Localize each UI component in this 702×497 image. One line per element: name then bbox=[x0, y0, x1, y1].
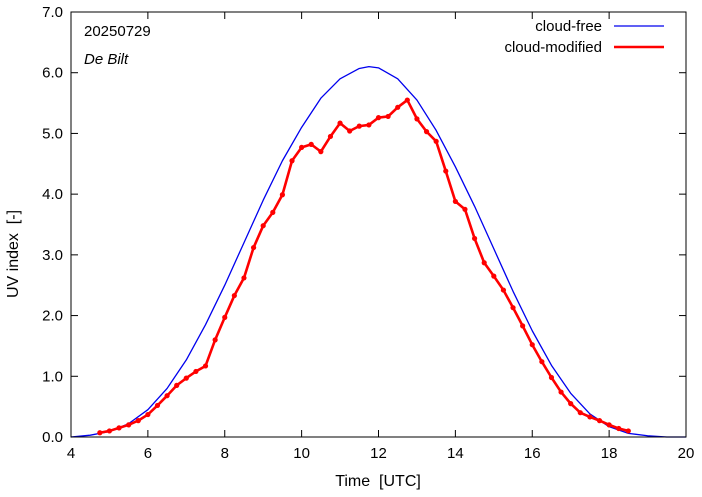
data-point-cloud-modified bbox=[366, 122, 372, 128]
data-point-cloud-modified bbox=[423, 129, 430, 135]
data-point-cloud-modified bbox=[404, 97, 410, 103]
data-point-cloud-modified bbox=[606, 422, 612, 428]
legend: cloud-free cloud-modified bbox=[504, 18, 664, 56]
annotation-date: 20250729 bbox=[84, 23, 151, 40]
data-point-cloud-modified bbox=[260, 223, 266, 229]
data-point-cloud-modified bbox=[548, 374, 555, 381]
data-point-cloud-modified bbox=[174, 382, 180, 388]
data-point-cloud-modified bbox=[193, 368, 199, 375]
x-tick-label: 16 bbox=[524, 445, 541, 462]
data-point-cloud-modified bbox=[395, 104, 401, 110]
data-point-cloud-modified bbox=[529, 342, 535, 348]
data-point-cloud-modified bbox=[520, 323, 526, 329]
data-point-cloud-modified bbox=[375, 115, 382, 121]
data-point-cloud-modified bbox=[539, 359, 545, 365]
data-point-cloud-modified bbox=[462, 206, 468, 212]
x-tick-label: 14 bbox=[447, 445, 464, 462]
data-point-cloud-modified bbox=[106, 428, 113, 434]
data-point-cloud-modified bbox=[97, 430, 103, 436]
data-point-cloud-modified bbox=[299, 144, 305, 150]
data-point-cloud-modified bbox=[491, 273, 497, 279]
data-point-cloud-modified bbox=[568, 401, 574, 407]
data-point-cloud-modified bbox=[452, 198, 458, 205]
legend-label-cloud-free: cloud-free bbox=[535, 18, 602, 35]
data-point-cloud-modified bbox=[596, 418, 603, 424]
y-tick-label: 0.0 bbox=[42, 429, 63, 446]
data-point-cloud-modified bbox=[347, 128, 353, 134]
data-point-cloud-modified bbox=[510, 305, 516, 311]
data-point-cloud-modified bbox=[327, 133, 334, 140]
data-point-cloud-modified bbox=[183, 375, 189, 381]
data-point-cloud-modified bbox=[433, 138, 439, 144]
data-point-cloud-modified bbox=[385, 113, 391, 120]
series-line-cloud-free bbox=[70, 65, 686, 438]
data-point-cloud-modified bbox=[443, 168, 449, 174]
data-point-cloud-modified bbox=[270, 209, 276, 215]
data-point-cloud-modified bbox=[222, 314, 228, 320]
data-point-cloud-modified bbox=[154, 402, 161, 409]
data-point-cloud-modified bbox=[481, 260, 487, 266]
y-tick-label: 5.0 bbox=[42, 125, 63, 142]
x-tick-label: 12 bbox=[370, 445, 387, 462]
y-tick-label: 1.0 bbox=[42, 368, 63, 385]
data-point-cloud-modified bbox=[577, 410, 583, 416]
data-point-cloud-modified bbox=[500, 287, 507, 293]
data-point-cloud-modified bbox=[279, 192, 286, 198]
x-axis-label: Time [UTC] bbox=[335, 473, 421, 490]
tick-labels: 4 6 8 10 12 14 16 18 20 0.0 1.0 2.0 3.0 4.0 5.0 6.0 7.0 bbox=[42, 4, 694, 462]
data-point-cloud-modified bbox=[616, 425, 622, 432]
data-point-cloud-modified bbox=[587, 414, 593, 420]
y-tick-label: 4.0 bbox=[42, 186, 63, 203]
data-point-cloud-modified bbox=[241, 275, 247, 281]
data-point-cloud-modified bbox=[135, 418, 141, 424]
y-tick-label: 2.0 bbox=[42, 308, 63, 325]
data-point-cloud-modified bbox=[212, 337, 218, 343]
x-tick-label: 4 bbox=[67, 445, 75, 462]
annotation-location: De Bilt bbox=[84, 51, 129, 68]
x-tick-label: 18 bbox=[601, 445, 618, 462]
data-point-cloud-modified bbox=[116, 425, 122, 431]
x-tick-label: 20 bbox=[678, 445, 695, 462]
data-point-cloud-modified bbox=[145, 411, 151, 418]
data-point-cloud-modified bbox=[356, 123, 362, 129]
data-point-cloud-modified bbox=[202, 363, 209, 369]
data-point-cloud-modified bbox=[625, 428, 631, 434]
x-tick-label: 6 bbox=[144, 445, 152, 462]
data-point-cloud-modified bbox=[231, 292, 237, 299]
y-tick-label: 3.0 bbox=[42, 247, 63, 264]
y-tick-label: 7.0 bbox=[42, 4, 63, 21]
x-tick-label: 10 bbox=[293, 445, 310, 462]
data-point-cloud-modified bbox=[250, 244, 257, 251]
data-point-cloud-modified bbox=[164, 393, 170, 399]
data-point-cloud-modified bbox=[289, 158, 295, 164]
data-point-cloud-modified bbox=[126, 422, 132, 428]
plot-frame bbox=[70, 11, 687, 438]
data-point-cloud-modified bbox=[558, 389, 564, 395]
data-point-cloud-modified bbox=[414, 116, 420, 122]
plot-series bbox=[70, 65, 686, 438]
data-point-cloud-modified bbox=[471, 235, 478, 242]
data-point-cloud-modified bbox=[308, 141, 314, 147]
data-point-cloud-modified bbox=[337, 120, 343, 126]
y-axis-label: UV index [-] bbox=[5, 210, 22, 298]
x-tick-label: 8 bbox=[221, 445, 229, 462]
y-tick-label: 6.0 bbox=[42, 65, 63, 82]
data-point-cloud-modified bbox=[318, 149, 324, 155]
legend-label-cloud-modified: cloud-modified bbox=[504, 39, 602, 56]
